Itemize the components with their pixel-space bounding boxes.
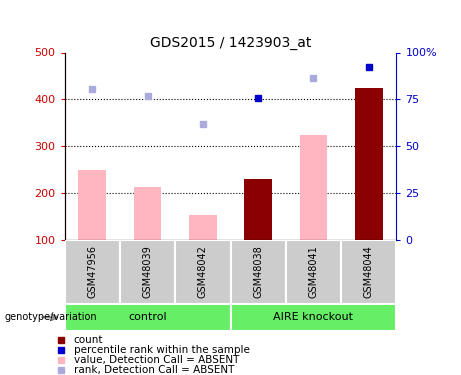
Bar [134,187,161,240]
Bar [230,240,286,304]
Bar [286,240,341,304]
Bar [355,88,383,240]
Text: AIRE knockout: AIRE knockout [273,312,354,322]
Bar [189,215,217,240]
Bar [244,179,272,240]
Text: GSM48042: GSM48042 [198,246,208,298]
Bar [341,240,396,304]
Text: genotype/variation: genotype/variation [5,312,97,322]
Text: GSM48044: GSM48044 [364,246,374,298]
Text: GSM48039: GSM48039 [142,246,153,298]
Bar [120,240,175,304]
Title: GDS2015 / 1423903_at: GDS2015 / 1423903_at [150,36,311,50]
Bar [65,304,230,331]
Text: GSM48041: GSM48041 [308,246,319,298]
Text: control: control [128,312,167,322]
Text: rank, Detection Call = ABSENT: rank, Detection Call = ABSENT [74,365,234,375]
Text: GSM48038: GSM48038 [253,246,263,298]
Text: percentile rank within the sample: percentile rank within the sample [74,345,249,355]
Text: count: count [74,334,103,345]
Text: value, Detection Call = ABSENT: value, Detection Call = ABSENT [74,355,239,365]
Bar [78,170,106,240]
Bar [300,135,327,240]
Text: GSM47956: GSM47956 [87,245,97,298]
Bar [175,240,230,304]
Bar [230,304,396,331]
Bar [65,240,120,304]
